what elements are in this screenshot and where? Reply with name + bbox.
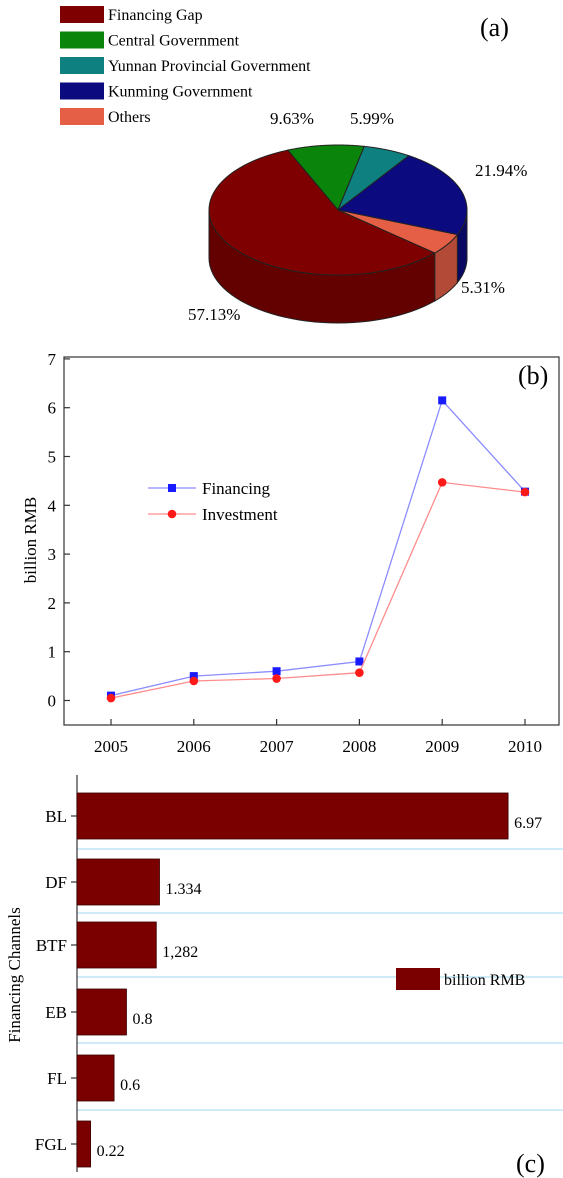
bar-y-axis-title: Financing Channels (5, 907, 24, 1043)
line-legend-marker (168, 484, 176, 492)
line-y-tick-label: 7 (48, 350, 57, 369)
bar-category-label: FL (47, 1069, 67, 1088)
investment-point (189, 676, 199, 686)
financing-point (189, 672, 198, 681)
pie-legend-swatch (60, 57, 104, 74)
line-y-tick-label: 6 (48, 399, 57, 418)
line-y-tick-label: 0 (48, 692, 57, 711)
bar-legend-swatch (396, 968, 440, 990)
pie-slice (208, 149, 436, 276)
financing-point (438, 396, 447, 405)
line-x-axis: 2005 2006 2007 2008 2009 2010 (94, 719, 542, 756)
line-series-financing (110, 399, 526, 697)
pie-legend-label: Yunnan Provincial Government (108, 58, 311, 75)
investment-point (520, 487, 530, 497)
pie-legend-swatch (60, 108, 104, 125)
pie-legend-label: Others (108, 109, 151, 126)
bar-value-label: 0.6 (120, 1077, 140, 1094)
pie-legend-swatch (60, 31, 104, 49)
pie-slice (286, 144, 365, 211)
bar-category-label: EB (45, 1003, 67, 1022)
bar-btf (76, 921, 157, 969)
line-x-tick-label: 2007 (260, 737, 295, 756)
pie-slice (336, 145, 410, 212)
panel-label-c: (c) (516, 1149, 545, 1178)
line-y-tick-label: 3 (48, 545, 57, 564)
investment-point (355, 668, 364, 677)
bar-eb (76, 988, 127, 1036)
pie-legend-label: Financing Gap (108, 7, 203, 24)
pie-data-label: 57.13% (188, 305, 240, 324)
investment-point (106, 693, 116, 703)
bar-chart-panel: Financing Channels BL DF BTF EB FL FGL 6.97 1.… (5, 775, 563, 1178)
bar-value-label: 0.22 (97, 1143, 125, 1160)
bar-category-label: BL (45, 807, 67, 826)
bar-gridlines (77, 848, 563, 1111)
investment-point (437, 478, 447, 487)
financing-point (272, 667, 281, 676)
bar-bl (76, 792, 509, 840)
investment-point (272, 674, 281, 683)
line-legend: Financing Investment (148, 479, 278, 524)
bar-value-label: 1,282 (162, 944, 198, 961)
pie-legend-swatch (60, 82, 104, 100)
bar-value-labels: 6.97 1.334 1,282 0.8 0.6 0.22 (97, 815, 542, 1160)
line-x-tick-label: 2010 (508, 737, 542, 756)
line-y-tick-label: 5 (48, 448, 57, 467)
pie-body (208, 144, 468, 324)
bar-category-label: FGL (35, 1135, 67, 1154)
bar-legend-label: billion RMB (444, 972, 525, 989)
line-legend-label: Investment (202, 505, 278, 524)
bar-fgl (76, 1120, 92, 1168)
bar-value-label: 1.334 (166, 881, 202, 898)
pie-labels: 9.63% 5.99% 21.94% 5.31% 57.13% (188, 109, 527, 324)
line-x-tick-label: 2008 (342, 737, 376, 756)
pie-legend-label: Kunming Government (108, 84, 253, 101)
pie-chart-panel: (a) Financing Gap Central Government Yunna… (60, 6, 527, 324)
line-y-tick-label: 2 (48, 594, 57, 613)
line-y-tick-label: 1 (48, 643, 57, 662)
bar-value-label: 0.8 (132, 1011, 152, 1028)
bar-legend: billion RMB (396, 968, 525, 990)
line-y-axis-title: billion RMB (21, 497, 40, 583)
pie-legend: Financing Gap Central Government Yunnan Pr… (60, 6, 311, 126)
line-legend-marker (167, 509, 177, 519)
line-y-tick-label: 4 (48, 496, 57, 515)
line-series-group (106, 396, 530, 703)
pie-legend-swatch (60, 6, 104, 23)
pie-legend-label: Central Government (108, 33, 240, 50)
pie-data-label: 9.63% (270, 109, 314, 128)
panel-label-b: (b) (518, 361, 548, 390)
line-x-tick-label: 2005 (94, 737, 128, 756)
pie-slice (337, 209, 459, 254)
pie-slice (336, 155, 468, 236)
line-y-axis: 0 1 2 3 4 5 6 7 (48, 350, 70, 711)
bar-df (76, 858, 160, 906)
financing-point (355, 657, 364, 666)
line-legend-label: Financing (202, 479, 270, 498)
pie-data-label: 5.99% (350, 109, 394, 128)
bar-fl (76, 1054, 115, 1102)
bar-value-label: 6.97 (514, 815, 542, 832)
bar-series (76, 792, 509, 1168)
bar-category-axis: BL DF BTF EB FL FGL (35, 807, 77, 1154)
bar-category-label: BTF (36, 936, 67, 955)
line-plot-frame (63, 356, 560, 726)
panel-label-a: (a) (480, 13, 509, 42)
line-x-tick-label: 2006 (177, 737, 211, 756)
pie-data-label: 5.31% (461, 278, 505, 297)
pie-data-label: 21.94% (475, 161, 527, 180)
line-x-tick-label: 2009 (425, 737, 459, 756)
bar-category-label: DF (45, 873, 67, 892)
line-series-investment (110, 481, 526, 699)
